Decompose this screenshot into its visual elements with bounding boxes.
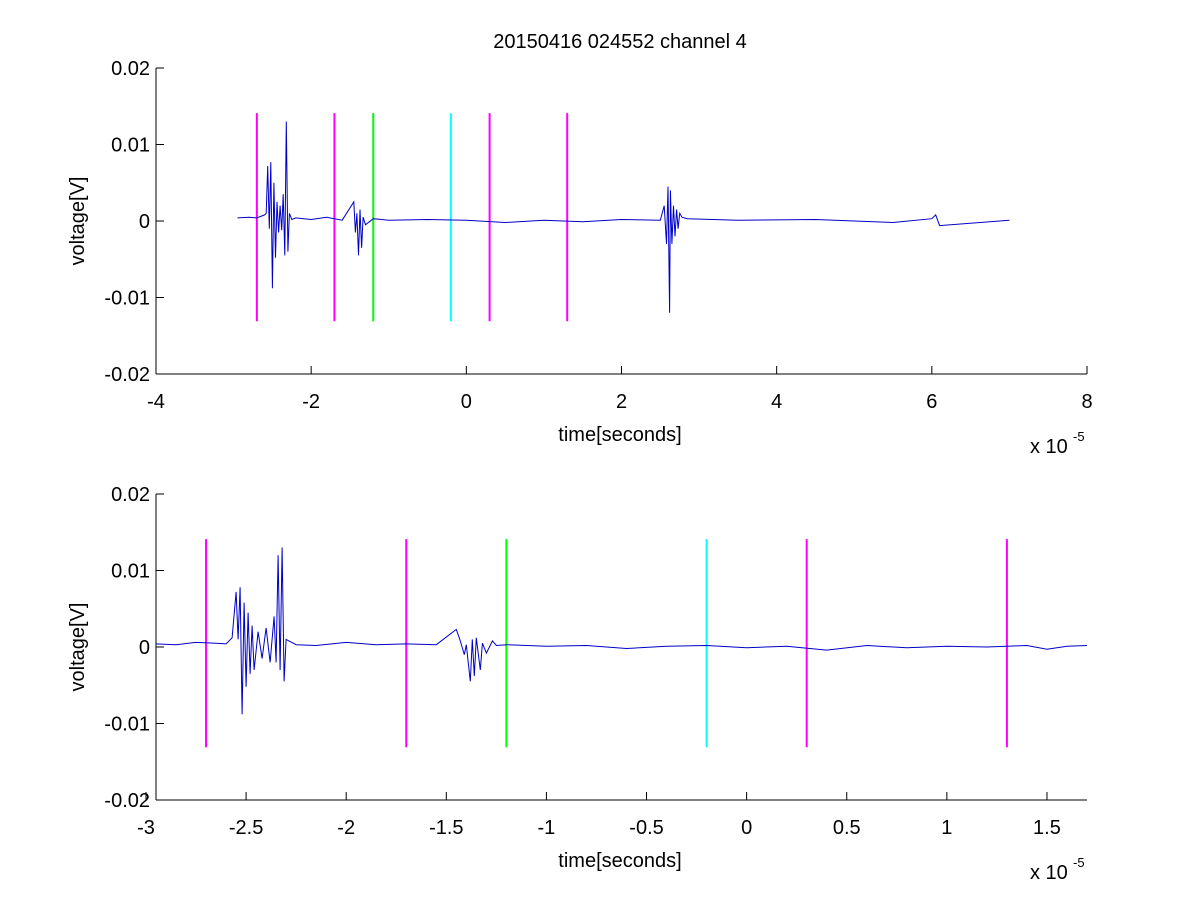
top-x-tick-label: 4	[771, 391, 782, 413]
top-y-tick-label: -0.01	[104, 288, 150, 310]
top-x-tick-label: 6	[926, 391, 937, 413]
bottom-plot: -3 -2.5 -2 -1.5 -1 -0.5 0 0.5 1 1.5 0.02 0.01 0 -0.01…	[67, 484, 1088, 884]
top-waveform-line	[237, 121, 1010, 313]
top-x-axis-label: time[seconds]	[558, 424, 681, 446]
bottom-y-axis-label: voltage[V]	[67, 603, 89, 692]
top-x-tick-label: -2	[302, 391, 320, 413]
top-event-markers	[255, 113, 569, 322]
top-x-multiplier: x 10 -5	[1030, 429, 1085, 458]
bottom-x-tick-label: -1.5	[429, 817, 463, 839]
bottom-x-tick-label: 0.5	[833, 817, 861, 839]
top-ticks: -4 -2 0 2 4 6 8 0.02 0.01 0 -0.01 -0.02	[104, 58, 1092, 413]
bottom-x-tick-label: -2	[337, 817, 355, 839]
top-y-tick-label: 0.01	[111, 135, 150, 157]
bottom-x-tick-label: -2.5	[229, 817, 263, 839]
bottom-y-tick-label: 0.01	[111, 561, 150, 583]
bottom-y-tick-label: -0.01	[104, 714, 150, 736]
top-x-tick-label: 0	[461, 391, 472, 413]
bottom-waveform-series	[155, 547, 1088, 715]
top-x-multiplier-exponent: -5	[1073, 429, 1085, 444]
bottom-y-tick-label: 0	[139, 637, 150, 659]
bottom-waveform-line	[155, 547, 1088, 715]
bottom-x-tick-label: 1.5	[1033, 817, 1061, 839]
bottom-x-tick-label: -1	[538, 817, 556, 839]
bottom-x-tick-label: 0	[741, 817, 752, 839]
bottom-y-tick-label: -0.02	[104, 790, 150, 812]
chart-title: 20150416 024552 channel 4	[493, 31, 747, 53]
bottom-x-tick-label: -3	[137, 817, 155, 839]
top-x-multiplier-base: x 10	[1030, 436, 1068, 458]
bottom-x-axis-label: time[seconds]	[558, 850, 681, 872]
top-x-tick-label: -4	[147, 391, 165, 413]
top-y-tick-label: 0	[139, 211, 150, 233]
top-waveform-series	[237, 121, 1010, 313]
top-x-tick-label: 8	[1081, 391, 1092, 413]
bottom-x-multiplier-exponent: -5	[1073, 855, 1085, 870]
top-plot: -4 -2 0 2 4 6 8 0.02 0.01 0 -0.01 -0.02 time[second…	[67, 58, 1093, 458]
bottom-ticks: -3 -2.5 -2 -1.5 -1 -0.5 0 0.5 1 1.5 0.02 0.01 0 -0.01…	[104, 484, 1060, 839]
top-y-tick-label: -0.02	[104, 364, 150, 386]
top-x-tick-label: 2	[616, 391, 627, 413]
bottom-x-tick-label: -0.5	[629, 817, 663, 839]
bottom-y-tick-label: 0.02	[111, 484, 150, 506]
bottom-x-multiplier: x 10 -5	[1030, 855, 1085, 884]
top-y-axis-label: voltage[V]	[67, 177, 89, 266]
top-y-tick-label: 0.02	[111, 58, 150, 80]
bottom-x-tick-label: 1	[941, 817, 952, 839]
bottom-x-multiplier-base: x 10	[1030, 862, 1068, 884]
